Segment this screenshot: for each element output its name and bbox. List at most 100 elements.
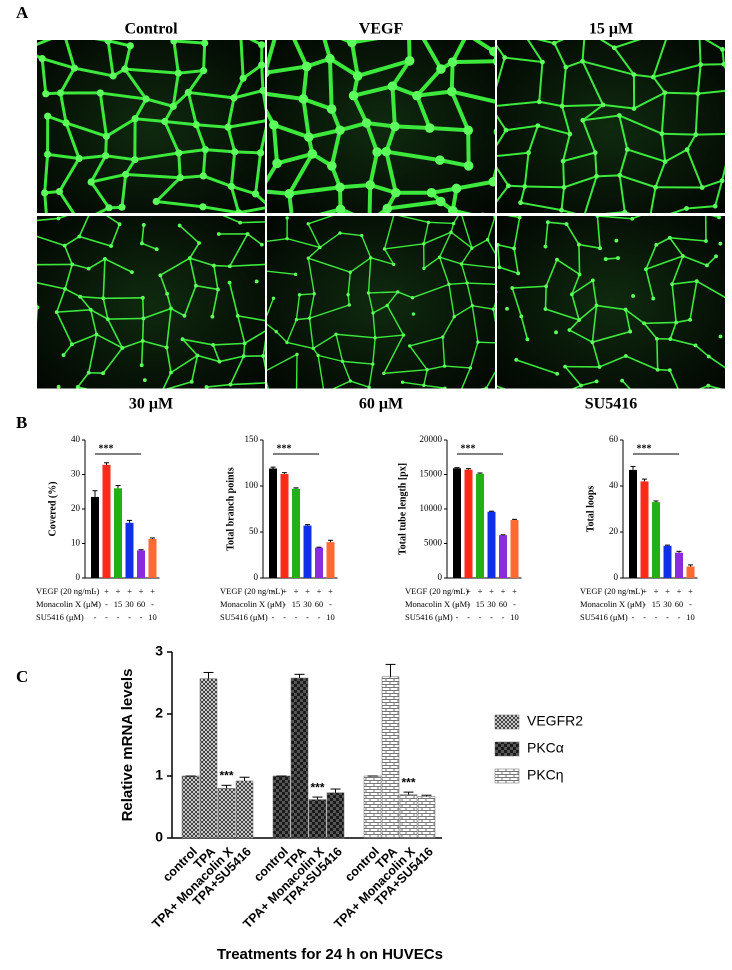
node [688, 317, 692, 322]
condition-label: Monacolin X (μM) [36, 599, 101, 609]
tube [89, 154, 107, 183]
tube [618, 115, 629, 150]
tube [201, 149, 207, 177]
tube [714, 180, 724, 207]
node [259, 86, 265, 95]
tube [37, 217, 59, 222]
node [298, 94, 309, 104]
node [38, 54, 46, 63]
node [728, 298, 732, 302]
tube [497, 244, 501, 268]
tube [319, 207, 342, 213]
node [177, 223, 182, 228]
condition-cell: - [329, 599, 332, 609]
node [667, 235, 672, 240]
tube [140, 340, 144, 366]
condition-cell: - [151, 599, 154, 609]
bar [326, 542, 335, 578]
y-tick-label: 0 [155, 829, 163, 845]
condition-cell: 30 [125, 599, 134, 609]
node [37, 336, 38, 338]
tube [695, 132, 725, 136]
network [267, 216, 495, 389]
image-label: Control [124, 21, 178, 38]
tube [423, 369, 428, 386]
tube [172, 40, 180, 74]
node [426, 187, 437, 198]
node [567, 131, 573, 137]
tube [644, 321, 677, 325]
bar [510, 520, 519, 578]
node [78, 294, 83, 299]
node [654, 242, 659, 247]
tube [492, 302, 495, 310]
tube [513, 217, 521, 249]
tube [655, 237, 671, 246]
tube [461, 263, 495, 269]
tube [234, 150, 261, 155]
tube [286, 341, 314, 350]
node [719, 178, 725, 184]
micrograph [267, 216, 495, 389]
tube [444, 365, 471, 369]
bar [675, 552, 683, 578]
tube [242, 343, 246, 357]
tube [40, 58, 48, 94]
condition-cell: - [272, 586, 275, 596]
y-tick-label: 40 [609, 480, 619, 490]
tube [452, 208, 473, 213]
panel-letter: A [16, 3, 29, 22]
legend-swatch [494, 741, 520, 757]
tube [71, 333, 97, 346]
tube [578, 244, 581, 275]
node [335, 125, 345, 136]
tube [309, 304, 350, 319]
tube [560, 187, 566, 211]
tube [375, 334, 404, 339]
tube [308, 318, 314, 349]
tube [421, 40, 443, 71]
node [590, 340, 595, 345]
tube [230, 184, 257, 196]
node [580, 117, 586, 123]
node [20, 46, 27, 53]
node [631, 106, 637, 111]
tube [335, 334, 344, 362]
tube [125, 172, 181, 180]
node [335, 182, 345, 193]
node [554, 330, 558, 335]
condition-cell: + [677, 586, 682, 596]
node [101, 296, 106, 301]
tube [267, 189, 290, 196]
tube [189, 257, 215, 267]
node [285, 236, 289, 241]
condition-cell: 15 [652, 599, 661, 609]
node [216, 232, 221, 236]
node [391, 187, 401, 198]
node [369, 256, 373, 260]
tube [397, 291, 413, 299]
tube [329, 129, 342, 167]
node [228, 382, 233, 387]
node [502, 55, 508, 60]
node [705, 263, 709, 268]
tube [412, 283, 450, 299]
tube [260, 64, 265, 91]
node [447, 282, 451, 287]
tube [553, 42, 567, 68]
tube [102, 347, 123, 374]
tube [142, 340, 167, 349]
tube [580, 380, 597, 387]
node [87, 178, 95, 186]
tube [450, 231, 473, 249]
condition-cell: - [467, 612, 470, 622]
node [189, 379, 194, 384]
tube [107, 317, 144, 320]
tube [289, 185, 341, 196]
tube [31, 265, 35, 282]
node [348, 379, 353, 383]
tube [390, 59, 412, 88]
node [704, 239, 708, 243]
tube [448, 284, 455, 317]
